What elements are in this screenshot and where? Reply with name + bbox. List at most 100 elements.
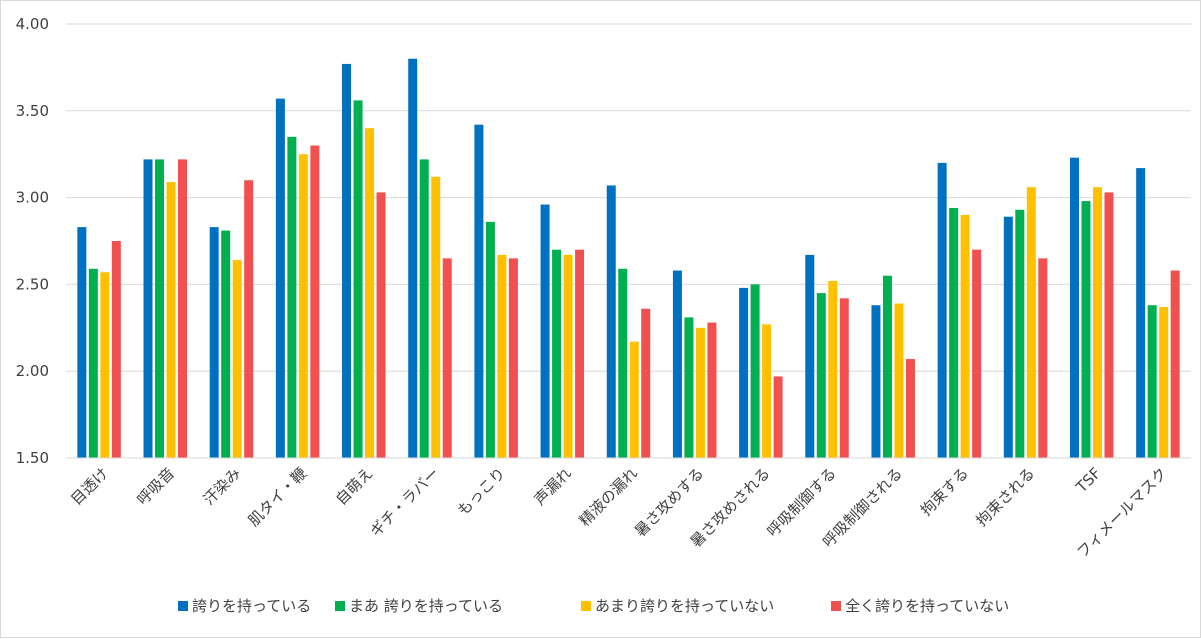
bar [805, 254, 815, 458]
y-tick-label: 4.00 [16, 15, 49, 33]
bar [419, 159, 429, 458]
y-tick-label: 2.00 [16, 362, 49, 380]
bar [828, 280, 838, 458]
y-tick-label: 3.00 [16, 189, 49, 207]
bar [684, 317, 694, 458]
category-label: 呼吸音 [134, 464, 179, 509]
bar [431, 176, 441, 458]
bars [77, 58, 1180, 459]
category-label: 汗染み [200, 464, 245, 509]
bar [575, 249, 585, 458]
legend-swatch [178, 601, 188, 611]
y-axis-tick-labels: 1.50 2.00 2.50 3.00 3.50 4.00 [16, 15, 49, 467]
category-label: 拘束される [973, 464, 1039, 530]
legend-swatch [335, 601, 345, 611]
bar [1170, 270, 1180, 458]
bar [606, 185, 616, 458]
y-tick-label: 2.50 [16, 275, 49, 293]
bar [100, 272, 110, 458]
bar [442, 258, 452, 458]
bar [882, 275, 892, 458]
bar [672, 270, 682, 458]
bar [905, 359, 915, 458]
bar [232, 260, 242, 458]
bar [773, 376, 783, 458]
bar [244, 180, 254, 459]
bar [287, 136, 297, 458]
y-tick-label: 3.50 [16, 102, 49, 120]
bar [474, 124, 484, 459]
bar [111, 241, 121, 458]
bar [1081, 201, 1091, 458]
bar [155, 159, 165, 458]
bar [1038, 258, 1048, 458]
category-label: 声漏れ [531, 464, 576, 509]
bar [353, 100, 363, 458]
bar [376, 192, 386, 458]
bar [960, 214, 970, 458]
bar [552, 249, 562, 458]
bar [221, 230, 231, 458]
bar [88, 268, 98, 458]
category-label: ギチ・ラバー [367, 464, 443, 540]
bar [1026, 187, 1036, 458]
category-label: 精液の漏れ [576, 464, 642, 530]
bar [949, 208, 959, 458]
gridlines [66, 23, 1191, 372]
category-label: TSF [1072, 464, 1105, 497]
bar [871, 305, 881, 458]
bar [508, 258, 518, 458]
bar [641, 308, 651, 458]
legend-label: まあ 誇りを持っている [349, 597, 503, 615]
legend-label: 全く誇りを持っていない [845, 597, 1009, 615]
bar [739, 287, 749, 458]
legend: 誇りを持っている まあ 誇りを持っている あまり誇りを持っていない 全く誇りを持ってい… [178, 597, 1009, 615]
category-label: もっこり [454, 464, 509, 519]
category-label: 拘束する [917, 464, 972, 519]
y-tick-label: 1.50 [16, 449, 49, 467]
bar [894, 303, 904, 458]
legend-swatch [831, 601, 841, 611]
bar [1147, 305, 1157, 458]
category-label: 目透け [67, 464, 112, 509]
bar [166, 181, 176, 458]
legend-swatch [581, 601, 591, 611]
bar [1104, 192, 1114, 458]
bar [1092, 187, 1102, 458]
legend-label: 誇りを持っている [192, 597, 311, 615]
bar [695, 327, 705, 458]
bar [275, 98, 285, 458]
bar [1003, 216, 1013, 458]
bar [540, 204, 550, 458]
bar [77, 227, 87, 458]
bar [310, 145, 320, 458]
bar [972, 249, 982, 458]
bar [629, 341, 639, 458]
bar [762, 324, 772, 458]
bar [1136, 168, 1146, 458]
bar [839, 298, 849, 458]
bar [563, 254, 573, 458]
bar [298, 154, 308, 458]
legend-label: あまり誇りを持っていない [595, 597, 774, 615]
bar [209, 227, 219, 458]
bar [178, 159, 188, 458]
bar [497, 254, 507, 458]
bar [816, 293, 826, 458]
bar [365, 128, 375, 458]
bar [750, 284, 760, 458]
bar [143, 159, 153, 458]
bar [1159, 306, 1169, 458]
bar [1069, 157, 1079, 458]
bar [342, 63, 352, 458]
bar [485, 221, 495, 458]
bar [618, 268, 628, 458]
category-label: 肌タイ・鞭 [245, 464, 311, 530]
bar [937, 162, 947, 458]
bar [1015, 209, 1025, 458]
bar [408, 58, 418, 458]
bar [707, 322, 717, 458]
